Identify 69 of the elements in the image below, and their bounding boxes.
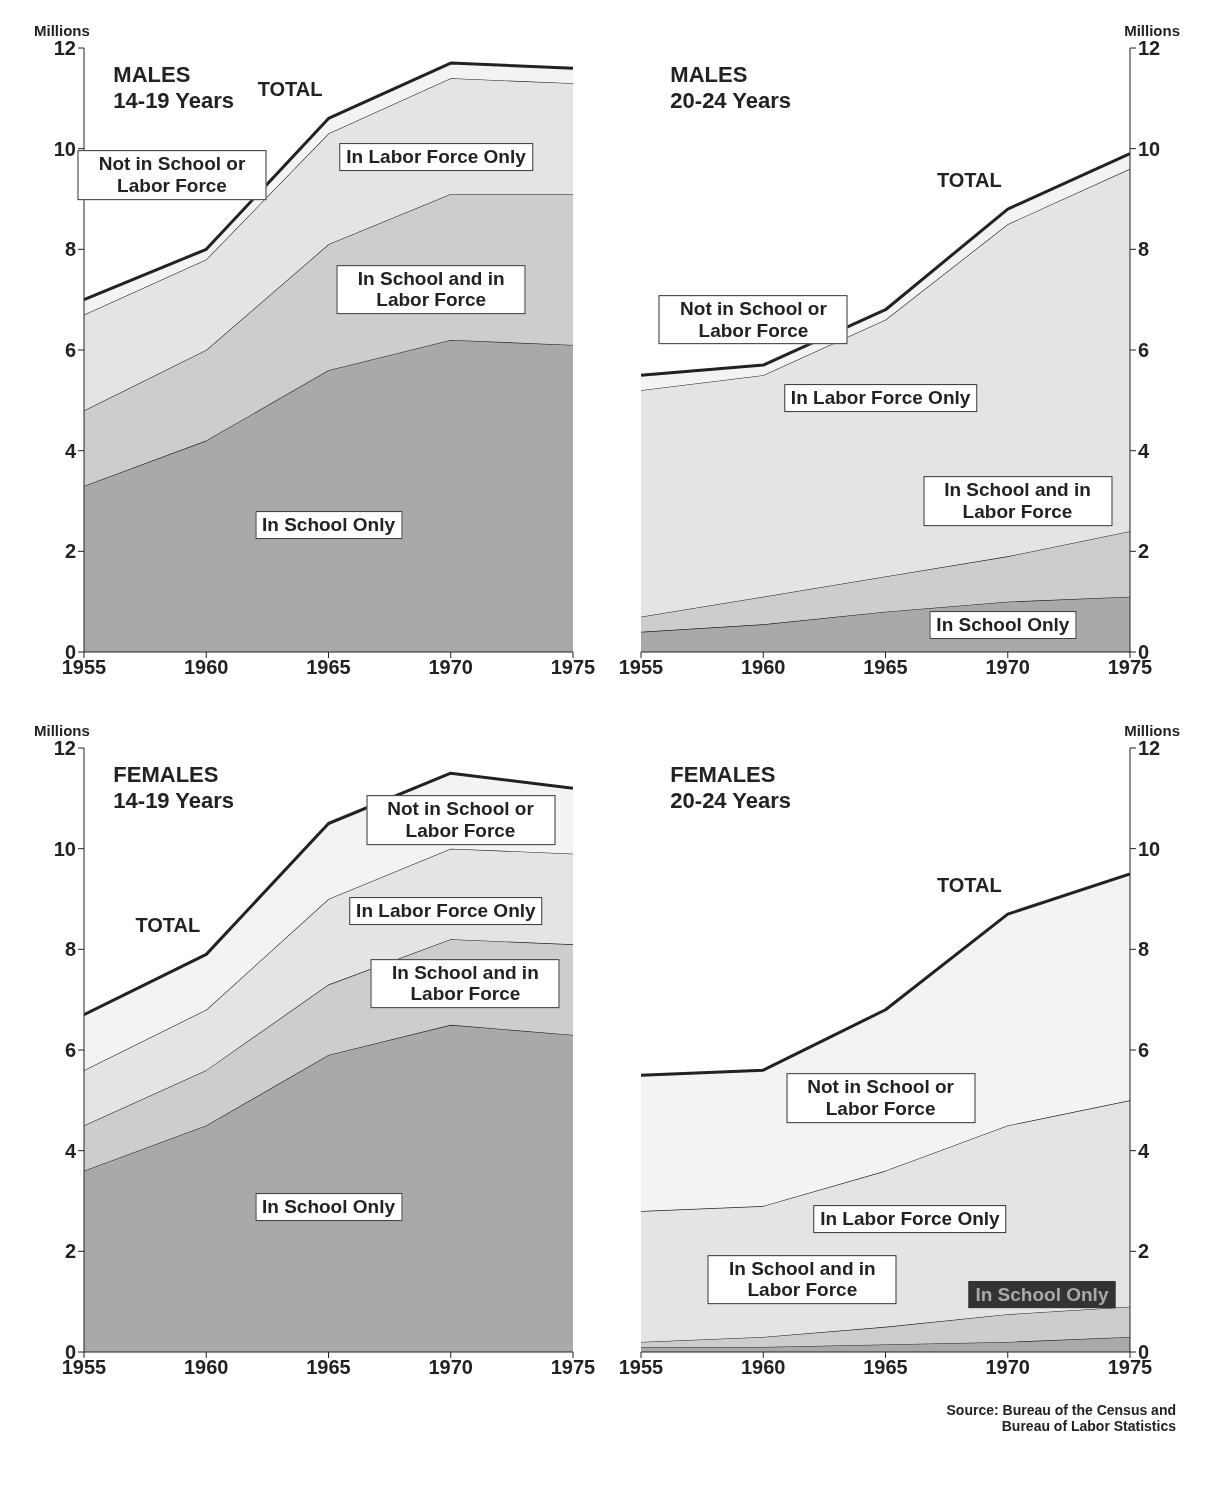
y-tick-label: 4 [64, 439, 77, 462]
y-tick-label: 2 [64, 1240, 76, 1263]
text: FEMALES 14-19 Years [113, 762, 235, 815]
source-note: Source: Bureau of the Census and Bureau of Labor Statistics [946, 1402, 1176, 1434]
y-tick-label: 10 [53, 837, 76, 860]
series-label: Not in School or Labor Force [366, 795, 556, 846]
y-axis-title: Millions [34, 22, 90, 39]
text: MALES 14-19 Years [113, 62, 235, 115]
y-tick-label: 12 [53, 737, 76, 760]
text: MALES 20-24 Years [670, 62, 792, 115]
x-tick-label: 1970 [985, 656, 1030, 679]
y-axis-title: Millions [34, 722, 90, 739]
series-label: In School and in Labor Force [370, 958, 560, 1009]
y-tick-label: 8 [64, 238, 76, 261]
y-tick-label: 6 [1138, 1039, 1150, 1062]
series-label: Not in School or Labor Force [786, 1073, 976, 1124]
y-tick-label: 4 [1138, 439, 1150, 462]
y-axis-title: Millions [1124, 22, 1180, 39]
y-axis-title: Millions [1124, 722, 1180, 739]
y-tick-label: 2 [1138, 1240, 1150, 1263]
series-label: In Labor Force Only [349, 897, 543, 925]
y-tick-label: 2 [64, 540, 76, 563]
series-label: In Labor Force Only [783, 384, 978, 413]
annotation: TOTAL [135, 914, 201, 937]
y-tick-label: 4 [1138, 1139, 1150, 1162]
x-tick-label: 1965 [306, 656, 351, 679]
series-label: In School and in Labor Force [707, 1254, 897, 1305]
x-tick-label: 1960 [184, 1356, 229, 1379]
series-label: In Labor Force Only [813, 1205, 1007, 1234]
x-tick-label: 1975 [550, 656, 596, 679]
x-tick-label: 1955 [618, 1356, 664, 1379]
annotation: TOTAL [936, 874, 1002, 897]
x-tick-label: 1965 [306, 1356, 351, 1379]
y-tick-label: 8 [64, 938, 76, 961]
series-label: In School and in Labor Force [923, 476, 1113, 526]
annotation: TOTAL [936, 169, 1002, 192]
series-label: In School Only [968, 1280, 1116, 1309]
series-label: Not in School or Labor Force [658, 294, 848, 345]
x-tick-label: 1955 [618, 656, 664, 679]
series-label: In School Only [254, 511, 403, 540]
y-tick-label: 10 [53, 137, 76, 160]
x-tick-label: 1965 [863, 1356, 908, 1379]
y-tick-label: 12 [1138, 737, 1161, 760]
y-tick-label: 6 [1138, 339, 1150, 362]
x-tick-label: 1970 [428, 656, 473, 679]
y-tick-label: 12 [1138, 37, 1161, 60]
x-tick-label: 1960 [741, 1356, 786, 1379]
y-tick-label: 10 [1138, 137, 1161, 160]
y-tick-label: 4 [64, 1139, 77, 1162]
series-label: In School Only [929, 610, 1077, 639]
x-tick-label: 1960 [741, 656, 786, 679]
x-tick-label: 1960 [184, 656, 229, 679]
x-tick-label: 1975 [550, 1356, 596, 1379]
x-tick-label: 1965 [863, 656, 908, 679]
series-label: In School Only [254, 1193, 403, 1221]
annotation: TOTAL [257, 78, 323, 101]
x-tick-label: 1970 [428, 1356, 473, 1379]
y-tick-label: 10 [1138, 837, 1161, 860]
y-tick-label: 12 [53, 37, 76, 60]
series-label: Not in School or Labor Force [77, 149, 267, 200]
series-label: In Labor Force Only [339, 142, 533, 171]
series-label: In School and in Labor Force [336, 264, 526, 315]
text: FEMALES 20-24 Years [670, 762, 792, 815]
x-tick-label: 1970 [985, 1356, 1030, 1379]
y-tick-label: 2 [1138, 540, 1150, 563]
y-tick-label: 8 [1138, 238, 1150, 261]
y-tick-label: 8 [1138, 938, 1150, 961]
y-tick-label: 6 [64, 339, 76, 362]
y-tick-label: 6 [64, 1039, 76, 1062]
